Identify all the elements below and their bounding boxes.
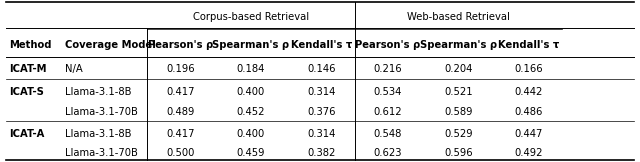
Text: ICAT-M: ICAT-M [9, 64, 47, 74]
Text: 0.534: 0.534 [374, 87, 402, 97]
Text: Web-based Retrieval: Web-based Retrieval [407, 12, 509, 22]
Text: 0.529: 0.529 [444, 129, 472, 139]
Text: 0.376: 0.376 [307, 107, 335, 117]
Text: 0.442: 0.442 [515, 87, 543, 97]
Text: 0.589: 0.589 [444, 107, 472, 117]
Text: 0.184: 0.184 [237, 64, 265, 74]
Text: 0.548: 0.548 [374, 129, 402, 139]
Text: 0.521: 0.521 [444, 87, 472, 97]
Text: 0.166: 0.166 [515, 64, 543, 74]
Text: 0.452: 0.452 [237, 107, 265, 117]
Text: 0.146: 0.146 [307, 64, 335, 74]
Text: 0.486: 0.486 [515, 107, 543, 117]
Text: 0.314: 0.314 [307, 129, 335, 139]
Text: ICAT-A: ICAT-A [9, 129, 44, 139]
Text: 0.612: 0.612 [374, 107, 402, 117]
Text: 0.417: 0.417 [166, 87, 195, 97]
Text: Coverage Model: Coverage Model [65, 40, 156, 50]
Text: 0.489: 0.489 [166, 107, 195, 117]
Text: N/A: N/A [65, 64, 83, 74]
Text: 0.447: 0.447 [515, 129, 543, 139]
Text: 0.459: 0.459 [237, 148, 265, 158]
Text: 0.216: 0.216 [374, 64, 402, 74]
Text: 0.492: 0.492 [515, 148, 543, 158]
Text: Spearman's ρ: Spearman's ρ [420, 40, 497, 50]
Text: 0.417: 0.417 [166, 129, 195, 139]
Text: 0.382: 0.382 [307, 148, 335, 158]
Text: 0.314: 0.314 [307, 87, 335, 97]
Text: Kendall's τ: Kendall's τ [291, 40, 352, 50]
Text: Method: Method [9, 40, 51, 50]
Text: Spearman's ρ: Spearman's ρ [212, 40, 289, 50]
Text: Pearson's ρ: Pearson's ρ [355, 40, 420, 50]
Text: 0.400: 0.400 [237, 129, 265, 139]
Text: Pearson's ρ: Pearson's ρ [148, 40, 213, 50]
Text: ICAT-S: ICAT-S [9, 87, 44, 97]
Text: Corpus-based Retrieval: Corpus-based Retrieval [193, 12, 309, 22]
Text: 0.623: 0.623 [374, 148, 402, 158]
Text: 0.596: 0.596 [444, 148, 472, 158]
Text: Llama-3.1-8B: Llama-3.1-8B [65, 87, 132, 97]
Text: 0.400: 0.400 [237, 87, 265, 97]
Text: Llama-3.1-70B: Llama-3.1-70B [65, 107, 138, 117]
Text: 0.500: 0.500 [166, 148, 195, 158]
Text: 0.204: 0.204 [444, 64, 472, 74]
Text: Kendall's τ: Kendall's τ [498, 40, 559, 50]
Text: 0.196: 0.196 [166, 64, 195, 74]
Text: Llama-3.1-8B: Llama-3.1-8B [65, 129, 132, 139]
Text: Llama-3.1-70B: Llama-3.1-70B [65, 148, 138, 158]
